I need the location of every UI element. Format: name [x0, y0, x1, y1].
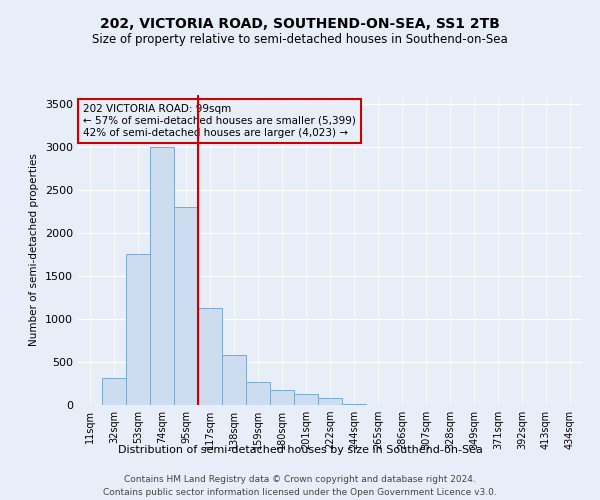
Bar [342, 404, 366, 405]
Bar [222, 355, 246, 405]
Bar [198, 308, 222, 405]
Text: 202, VICTORIA ROAD, SOUTHEND-ON-SEA, SS1 2TB: 202, VICTORIA ROAD, SOUTHEND-ON-SEA, SS1… [100, 18, 500, 32]
Text: Contains public sector information licensed under the Open Government Licence v3: Contains public sector information licen… [103, 488, 497, 497]
Bar [174, 207, 198, 405]
Text: Contains HM Land Registry data © Crown copyright and database right 2024.: Contains HM Land Registry data © Crown c… [124, 476, 476, 484]
Bar [102, 378, 126, 405]
Bar [318, 398, 342, 405]
Bar [246, 382, 270, 405]
Y-axis label: Number of semi-detached properties: Number of semi-detached properties [29, 154, 40, 346]
Text: Size of property relative to semi-detached houses in Southend-on-Sea: Size of property relative to semi-detach… [92, 32, 508, 46]
Bar [294, 394, 318, 405]
Bar [270, 390, 294, 405]
Text: 202 VICTORIA ROAD: 99sqm
← 57% of semi-detached houses are smaller (5,399)
42% o: 202 VICTORIA ROAD: 99sqm ← 57% of semi-d… [83, 104, 356, 138]
Bar [126, 254, 150, 405]
Text: Distribution of semi-detached houses by size in Southend-on-Sea: Distribution of semi-detached houses by … [118, 445, 482, 455]
Bar [150, 146, 174, 405]
